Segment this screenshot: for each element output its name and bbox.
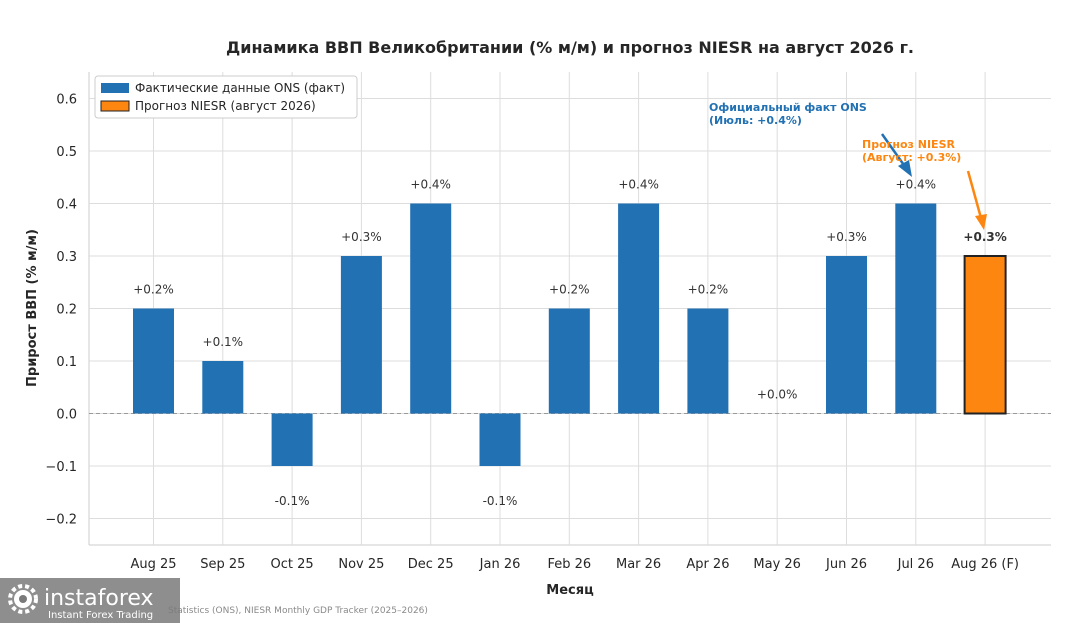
annotation-ons: Официальный факт ONS (Июль: +0.4%) xyxy=(709,101,912,177)
data-label-actual: -0.1% xyxy=(483,494,518,508)
bar-actual xyxy=(202,361,244,414)
data-label-actual: -0.1% xyxy=(275,494,310,508)
y-tick-label: −0.1 xyxy=(45,460,77,475)
data-label-actual: +0.4% xyxy=(896,178,937,192)
x-tick-label: Feb 26 xyxy=(547,557,591,572)
data-label-actual: +0.3% xyxy=(341,230,382,244)
bar-actual xyxy=(410,203,452,414)
data-label-actual: +0.2% xyxy=(549,283,590,297)
annotation-niesr-arrowhead xyxy=(975,214,987,230)
x-tick-label: Aug 26 (F) xyxy=(951,557,1019,572)
data-label-actual: +0.0% xyxy=(757,388,798,402)
bar-actual xyxy=(133,308,174,414)
annotation-niesr-line1: Прогноз NIESR xyxy=(862,138,955,151)
data-labels: +0.2% +0.1% -0.1% +0.3% +0.4% -0.1% +0.2% +0.4%… xyxy=(133,178,1007,509)
data-label-actual: +0.4% xyxy=(618,178,659,192)
y-axis-label: Прирост ВВП (% м/м) xyxy=(25,229,40,387)
x-tick-label: May 26 xyxy=(753,557,801,572)
x-tick-label: Jun 26 xyxy=(825,557,867,572)
bars xyxy=(89,203,1051,466)
x-tick-label: Apr 26 xyxy=(686,557,729,572)
instaforex-logo: instaforex Instant Forex Trading xyxy=(0,578,180,623)
y-tick-label: 0.5 xyxy=(56,145,77,160)
annotation-ons-line1: Официальный факт ONS xyxy=(709,101,867,114)
annotation-ons-line2: (Июль: +0.4%) xyxy=(709,114,802,127)
x-tick-label: Aug 25 xyxy=(130,557,176,572)
data-label-actual: +0.1% xyxy=(203,335,244,349)
legend: Фактические данные ONS (факт) Прогноз NI… xyxy=(94,75,358,119)
data-label-actual: +0.2% xyxy=(688,283,729,297)
y-axis-ticks: −0.2 −0.1 0.0 0.1 0.2 0.3 0.4 0.5 0.6 xyxy=(45,93,77,528)
legend-box xyxy=(94,75,358,119)
bar-actual xyxy=(826,256,867,414)
legend-label-actual: Фактические данные ONS (факт) xyxy=(135,81,345,95)
y-tick-label: −0.2 xyxy=(45,513,77,528)
data-label-actual: +0.3% xyxy=(826,230,867,244)
annotation-niesr-line2: (Август: +0.3%) xyxy=(862,151,961,164)
y-tick-label: 0.0 xyxy=(56,408,77,423)
legend-swatch-forecast xyxy=(100,100,130,112)
y-tick-label: 0.6 xyxy=(56,93,77,108)
bar-actual xyxy=(340,256,382,414)
x-tick-label: Dec 25 xyxy=(408,557,454,572)
data-label-actual: +0.4% xyxy=(410,178,451,192)
bar-actual xyxy=(548,308,590,414)
source-note: Statistics (ONS), NIESR Monthly GDP Trac… xyxy=(168,606,428,616)
data-label-forecast: +0.3% xyxy=(963,230,1006,244)
x-tick-label: Nov 25 xyxy=(338,557,384,572)
bar-actual xyxy=(895,203,937,414)
y-tick-label: 0.1 xyxy=(56,355,77,370)
x-tick-label: Jul 26 xyxy=(897,557,934,572)
x-tick-label: Jan 26 xyxy=(479,557,521,572)
chart-title: Динамика ВВП Великобритании (% м/м) и пр… xyxy=(226,38,914,57)
bar-actual xyxy=(271,413,313,466)
bar-actual xyxy=(687,308,729,414)
logo-brand-text: instaforex xyxy=(44,586,154,611)
annotation-ons-arrowhead xyxy=(898,160,912,177)
x-axis-label: Месяц xyxy=(546,583,594,598)
logo-tagline: Instant Forex Trading xyxy=(48,610,153,621)
x-tick-label: Mar 26 xyxy=(616,557,661,572)
data-label-actual: +0.2% xyxy=(133,283,174,297)
annotation-ons-arrow xyxy=(880,133,908,169)
annotation-niesr: Прогноз NIESR (Август: +0.3%) xyxy=(862,138,987,230)
y-tick-label: 0.3 xyxy=(56,250,77,265)
legend-swatch-actual xyxy=(101,83,129,93)
bar-forecast xyxy=(963,255,1007,415)
x-tick-label: Sep 25 xyxy=(200,557,245,572)
x-axis-ticks: Aug 25 Sep 25 Oct 25 Nov 25 Dec 25 Jan 26 Feb … xyxy=(130,557,1019,572)
legend-label-forecast: Прогноз NIESR (август 2026) xyxy=(135,99,316,113)
bar-actual xyxy=(618,203,660,414)
y-tick-label: 0.2 xyxy=(56,303,77,318)
annotation-niesr-arrow xyxy=(966,170,983,219)
x-tick-label: Oct 25 xyxy=(271,557,314,572)
gear-icon xyxy=(8,584,38,614)
y-tick-label: 0.4 xyxy=(56,198,77,213)
bar-actual xyxy=(479,413,521,466)
